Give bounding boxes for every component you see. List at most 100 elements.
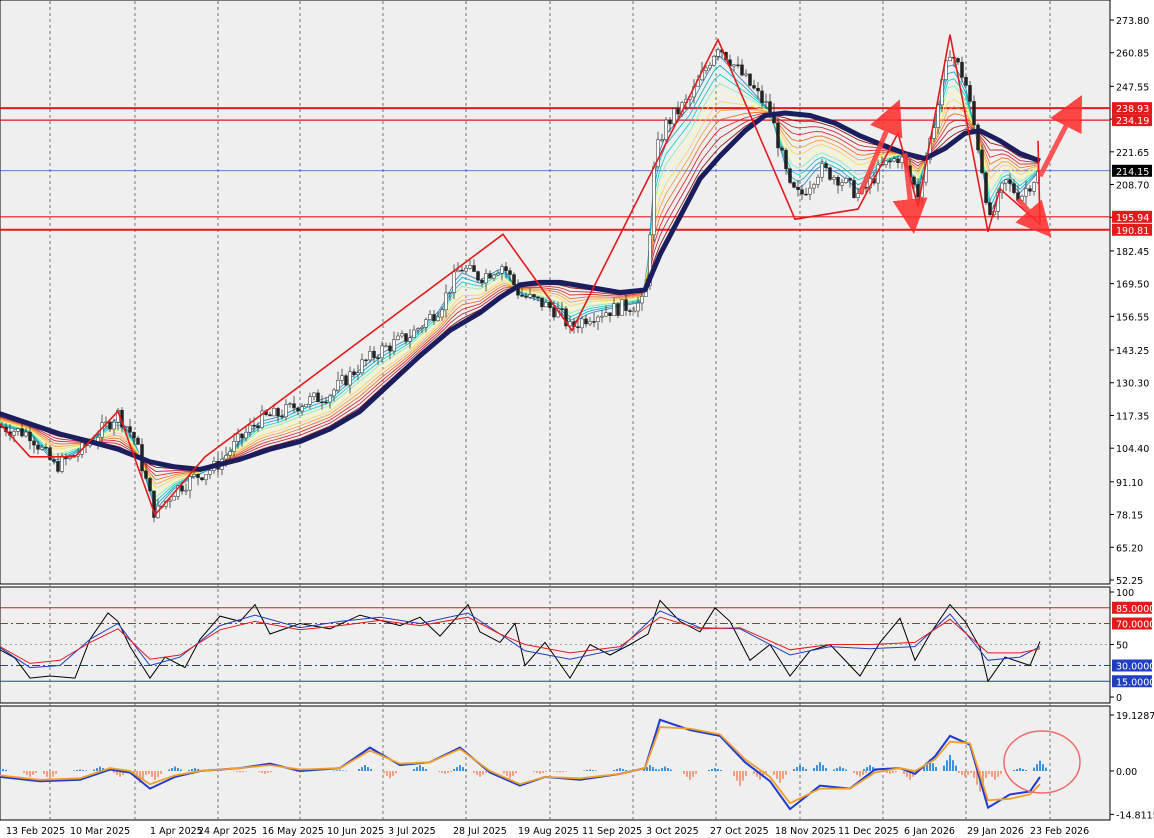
candle-body: [360, 359, 364, 374]
candle-body: [840, 182, 844, 186]
histogram-bar: [923, 767, 925, 771]
price-badge-label: 214.15: [1116, 167, 1149, 178]
candle-body: [24, 431, 28, 437]
axis-tick-label: 0: [1116, 693, 1122, 704]
candle-body: [132, 432, 136, 439]
candle-body: [372, 350, 376, 358]
candle-body: [488, 273, 492, 279]
candle-body: [20, 428, 24, 437]
histogram-bar: [358, 769, 360, 771]
oscillator-line: [0, 726, 1041, 805]
candle-body: [260, 410, 264, 428]
histogram-bar: [711, 769, 713, 771]
histogram-bar: [367, 767, 369, 771]
price-badge: [1112, 102, 1152, 115]
axis-tick-label: 0.00: [1116, 767, 1137, 778]
axis-tick-label: 221.65: [1116, 148, 1149, 159]
candle-body: [972, 101, 976, 126]
histogram-bar: [168, 769, 170, 771]
histogram-bar: [419, 765, 421, 771]
histogram-bar: [23, 771, 25, 773]
histogram-bar: [444, 771, 446, 774]
candle-body: [152, 490, 156, 518]
candle-body: [280, 415, 284, 418]
histogram-bar: [425, 769, 427, 771]
candle-body: [272, 408, 276, 417]
candle-body: [148, 478, 152, 492]
candle-body: [592, 321, 596, 323]
candle-body: [524, 296, 528, 298]
histogram-bar: [756, 771, 758, 777]
candle-body: [752, 85, 756, 89]
price-badge-label: 85.0000: [1116, 604, 1154, 615]
axis-tick-label: 169.50: [1116, 280, 1149, 291]
histogram-bar: [906, 771, 908, 777]
candle-body: [896, 158, 900, 163]
candle-body: [344, 375, 348, 386]
highlight-circle: [1003, 730, 1081, 794]
axis-tick-label: 273.80: [1116, 16, 1149, 27]
candle-body: [576, 326, 580, 329]
candle-body: [228, 451, 232, 456]
histogram-bar: [765, 771, 767, 774]
histogram-bar: [370, 769, 372, 771]
histogram-bar: [389, 771, 391, 779]
vertical-gridlines: [49, 1, 1051, 820]
axis-tick-label: 247.55: [1116, 82, 1149, 93]
histogram-bar: [264, 771, 266, 774]
histogram-bar: [643, 769, 645, 771]
histogram-bar: [416, 767, 418, 771]
candle-body: [580, 318, 584, 329]
candle-body: [420, 326, 424, 329]
candle-body: [824, 163, 828, 168]
candle-body: [288, 403, 292, 405]
time-tick-label: 10 Jun 2025: [327, 826, 384, 837]
histogram-bar: [32, 771, 34, 775]
histogram-bar: [592, 770, 594, 771]
histogram-bar: [293, 771, 295, 772]
candle-body: [600, 315, 604, 318]
candle-body: [352, 371, 356, 375]
time-tick-label: 13 Feb 2025: [6, 826, 65, 837]
candle-body: [776, 122, 780, 149]
histogram-bar: [556, 771, 558, 772]
histogram-bar: [171, 768, 173, 771]
histogram-bar: [664, 766, 666, 771]
histogram-bar: [1039, 760, 1041, 771]
candle-body: [648, 234, 652, 286]
axis-tick-label: 130.30: [1116, 379, 1149, 390]
histogram-bar: [658, 769, 660, 771]
histogram-bar: [717, 769, 719, 771]
trend-arrows: [857, 94, 1083, 238]
candle-body: [496, 273, 500, 276]
candle-body: [268, 414, 272, 417]
candle-body: [712, 56, 716, 66]
candle-body: [368, 350, 372, 361]
candle-body: [740, 64, 744, 76]
candle-body: [636, 302, 640, 312]
histogram-bar: [686, 771, 688, 777]
candle-body: [300, 406, 304, 412]
histogram-bar: [49, 771, 51, 780]
histogram-bar: [562, 771, 564, 772]
histogram-bar: [479, 771, 481, 777]
histogram-bar: [802, 767, 804, 771]
oscillator-lines: [0, 718, 1041, 811]
histogram-bar: [589, 769, 591, 771]
candle-body: [604, 312, 608, 317]
histogram-bar: [976, 771, 978, 785]
axis-tick-label: 52.25: [1116, 576, 1143, 587]
candle-body: [732, 64, 736, 67]
histogram-bar: [796, 767, 798, 771]
candle-body: [628, 310, 632, 312]
candle-body: [500, 266, 504, 274]
candle-body: [892, 158, 896, 162]
candle-body: [808, 187, 812, 195]
candle-body: [548, 301, 552, 308]
price-badge-label: 238.93: [1116, 104, 1149, 115]
histogram-bar: [745, 771, 747, 776]
histogram-bar: [233, 771, 235, 772]
histogram-bar: [708, 770, 710, 771]
histogram-bar: [822, 765, 824, 771]
